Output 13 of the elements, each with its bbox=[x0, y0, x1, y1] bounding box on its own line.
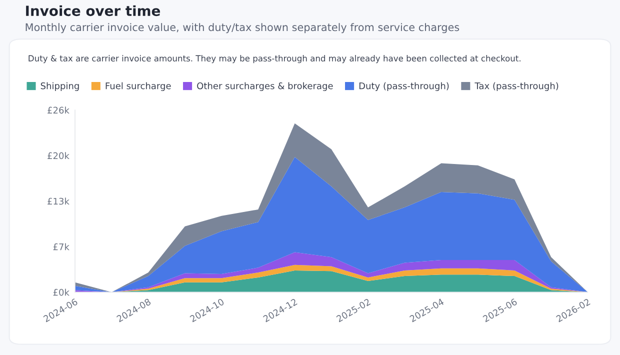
legend-label: Duty (pass-through) bbox=[359, 82, 449, 91]
chart-subtitle: Monthly carrier invoice value, with duty/tax shown separately from service charges bbox=[26, 23, 460, 34]
y-tick-label: £20k bbox=[48, 152, 70, 160]
text: Duty & tax are carrier invoice amounts. They may be pass-through and may already have been collected at checkout. bbox=[28, 55, 520, 64]
legend-label: Other surcharges & brokerage bbox=[197, 82, 333, 91]
y-tick-label: £26k bbox=[48, 106, 70, 114]
y-tick-label: £13k bbox=[48, 198, 70, 205]
legend-label: Shipping bbox=[40, 82, 79, 91]
legend-label: Fuel surcharge bbox=[106, 82, 171, 91]
legend-label: Tax (pass-through) bbox=[474, 82, 558, 91]
y-tick-label: £7k bbox=[53, 243, 70, 250]
chart-title: Invoice over time bbox=[26, 5, 160, 16]
y-tick-label: £0k bbox=[53, 288, 70, 296]
